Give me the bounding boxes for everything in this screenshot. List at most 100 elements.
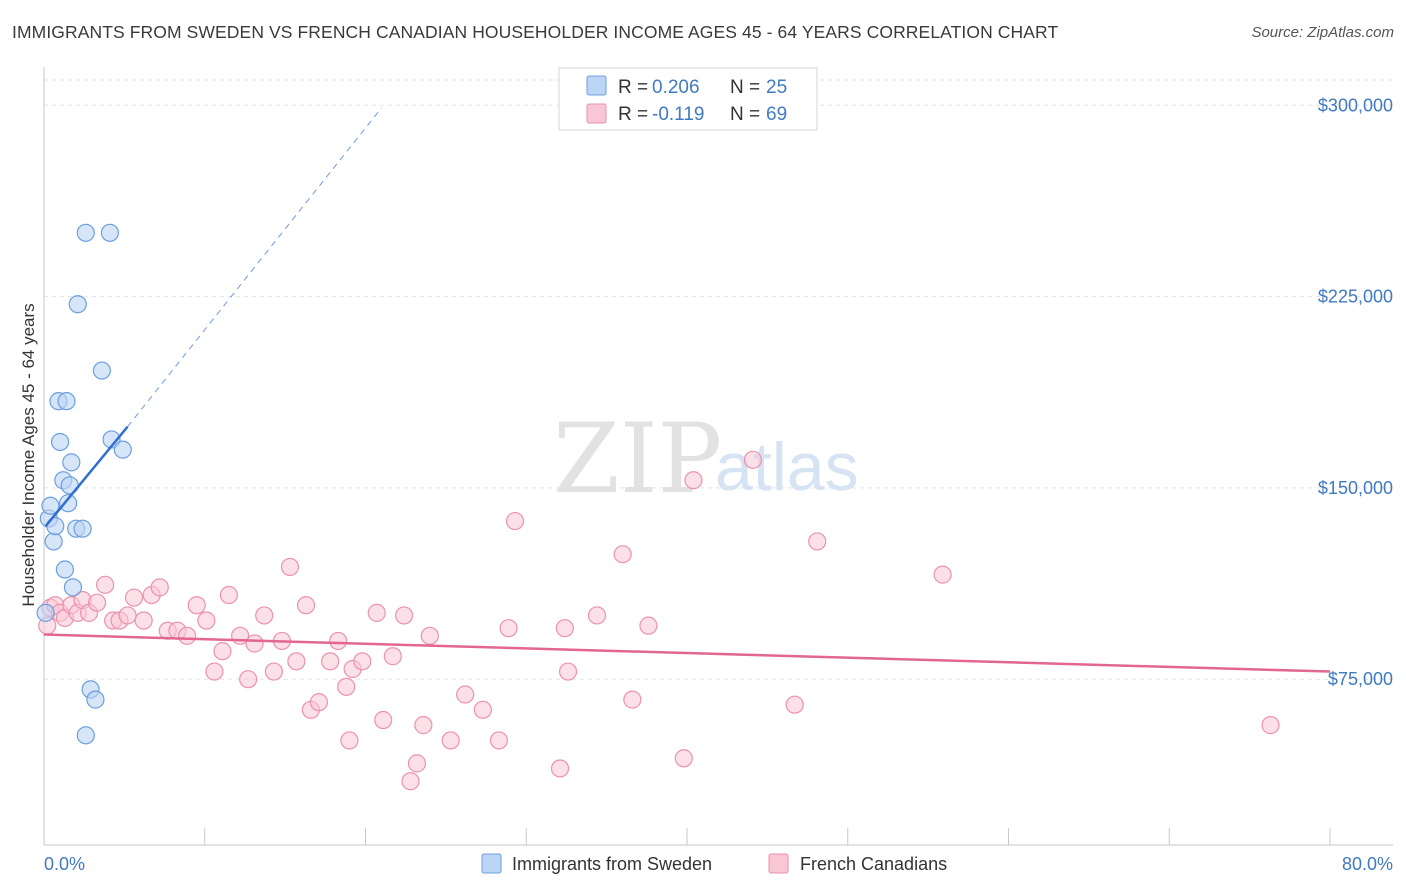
french-point-24 [213,642,232,661]
french-point-59 [558,662,578,681]
french-point-47 [401,772,420,791]
french-point-32 [280,557,300,577]
french-point-39 [337,677,356,696]
french-point-70 [1261,716,1280,735]
french-point-44 [374,710,393,730]
legend-swatch-french [586,103,607,124]
french-point-53 [473,700,492,719]
legend-r-label-french: R = [618,104,648,125]
legend-n-value-sweden: 25 [766,77,787,98]
french-point-42 [353,652,372,671]
y-tick-label-3: $300,000 [1318,95,1393,115]
french-point-10 [95,575,115,594]
chart-title: IMMIGRANTS FROM SWEDEN VS FRENCH CANADIA… [12,22,1059,42]
sweden-point-13 [63,578,83,597]
watermark-zip: ZIP [553,403,722,515]
french-point-38 [329,631,348,651]
french-point-33 [287,652,306,671]
french-point-30 [264,662,283,681]
series-legend: Immigrants from Sweden French Canadians [481,853,947,874]
french-point-43 [367,603,386,622]
series-legend-label-french: French Canadians [800,854,947,874]
sweden-point-10 [59,494,78,513]
sweden-point-17 [76,726,95,745]
french-point-36 [309,693,328,712]
french-point-50 [420,626,439,645]
sweden-point-20 [86,690,105,709]
sweden-point-24 [113,440,132,459]
legend-n-label-sweden: N = [730,77,760,98]
x-tick-marks [43,828,1331,845]
french-point-52 [456,685,475,704]
sweden-point-2 [41,496,60,515]
french-point-13 [118,606,137,625]
legend-n-label-french: N = [730,104,760,125]
sweden-point-9 [57,392,76,411]
french-point-57 [550,759,570,778]
french-trend-line [43,633,1331,673]
french-point-68 [808,532,827,551]
french-point-55 [499,619,518,638]
sweden-points [36,223,132,745]
legend-n-value-french: 69 [766,104,787,125]
french-canadians-points [38,450,1280,791]
french-point-28 [245,634,264,653]
series-legend-swatch-french [768,853,789,874]
french-point-25 [219,585,238,605]
french-point-69 [933,565,952,584]
sweden-point-12 [62,453,81,472]
source-label: Source: ZipAtlas.com [1251,24,1394,41]
series-legend-swatch-sweden [481,853,502,874]
x-tick-label-min: 0.0% [44,854,85,874]
french-point-66 [743,450,763,469]
sweden-trend-line [44,425,129,527]
y-tick-label-2: $225,000 [1318,287,1393,307]
sweden-point-3 [44,532,63,551]
french-point-21 [187,596,206,615]
legend-r-label-sweden: R = [618,77,648,98]
sweden-point-0 [36,603,55,622]
correlation-legend: R = 0.206 N = 25 R = -0.119 N = 69 [558,67,818,131]
french-point-17 [150,578,169,597]
legend-swatch-sweden [586,75,607,96]
french-point-61 [613,545,632,564]
sweden-point-16 [73,519,92,538]
sweden-point-8 [55,560,74,579]
sweden-point-21 [92,361,111,380]
legend-r-value-french: -0.119 [652,104,704,125]
french-point-65 [684,471,703,490]
watermark: ZIP atlas [553,403,859,515]
french-point-37 [321,652,340,671]
gridlines [44,79,1393,680]
french-point-15 [134,611,153,630]
french-point-63 [639,616,658,635]
french-point-27 [239,670,258,689]
french-point-56 [505,511,525,531]
axes [43,67,1393,846]
french-point-51 [441,731,460,750]
french-point-45 [383,647,402,666]
french-point-23 [205,662,224,681]
french-point-40 [340,731,359,750]
french-point-62 [623,690,642,709]
french-point-58 [555,619,574,638]
french-point-34 [296,596,316,615]
sweden-point-15 [68,295,87,314]
french-point-29 [255,606,274,625]
legend-r-value-sweden: 0.206 [652,77,700,98]
series-legend-label-sweden: Immigrants from Sweden [512,854,712,874]
sweden-point-22 [100,223,120,242]
watermark-atlas: atlas [715,429,859,505]
french-point-67 [785,695,804,714]
french-point-46 [394,606,414,625]
y-tick-labels: $75,000 $150,000 $225,000 $300,000 [1318,95,1393,689]
french-point-14 [124,588,144,607]
sweden-trend-extension [127,107,382,427]
french-point-54 [489,731,509,750]
french-point-22 [197,611,216,630]
french-point-9 [87,593,107,612]
french-point-60 [587,606,607,625]
sweden-point-18 [76,223,95,242]
french-point-64 [674,749,693,768]
